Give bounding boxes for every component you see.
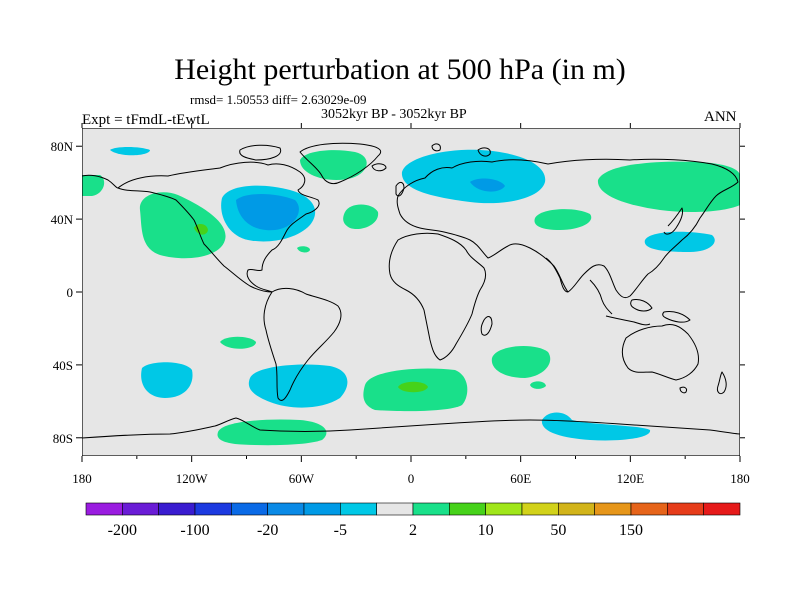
coast-southeast-asia [589,279,613,315]
anomaly-pacific-small-blue [110,147,150,156]
anomaly-antarctic-peninsula-positive [217,419,327,446]
anomaly-na-west-core [194,224,208,235]
anomaly-na-west-positive [139,192,226,259]
colorbar-swatch [449,502,486,516]
colorbar-label: 10 [478,522,494,539]
coast-japan [663,207,683,235]
map-axes [76,123,745,462]
anomaly-na-east-core [236,194,299,231]
lon-tick-label: 180 [72,471,92,486]
colorbar-label: -200 [108,522,137,539]
anomaly-north-atlantic-positive [300,150,367,180]
coast-new-guinea [662,311,691,323]
colorbar-swatch [267,502,305,516]
colorbar [85,502,741,516]
anomaly-ne-asia-positive [597,161,740,213]
colorbar-swatch [85,502,123,516]
coast-eurasia [396,158,739,299]
coast-greenland [299,142,382,185]
coast-india [545,257,569,293]
coast-north-america [117,161,320,293]
coast-madagascar [480,316,493,336]
coast-africa [388,232,487,361]
coast-antarctica [82,417,740,439]
colorbar-swatch [594,502,632,516]
colorbar-swatch [122,502,159,516]
anomaly-south-america-negative [248,364,348,408]
colorbar-swatch [158,502,196,516]
experiment-label: Expt = tFmdL-tEwtL [82,112,210,128]
anomaly-central-asia-positive [534,209,592,230]
colorbar-swatch [303,502,341,516]
anomaly-scandinavia-negative [401,149,546,204]
colorbar-swatch [376,502,414,516]
colorbar-swatch [485,502,523,516]
season-label: ANN [704,109,737,125]
coast-alaska-west [82,174,119,189]
colorbar-label: -5 [334,522,347,539]
anomaly-antarctic-indian-negative [541,412,651,441]
coast-novaya-zemlya [477,147,491,157]
colorbar-label: 2 [409,522,417,539]
coast-new-zealand [717,371,727,395]
lat-tick-label: 0 [67,285,74,300]
period-label: 3052kyr BP - 3052kyr BP [321,107,467,122]
anomaly-caribbean-small [297,246,310,253]
coast-svalbard [431,143,441,152]
anomaly-greenland-small [82,175,105,196]
axis-labels: 180 120W 60W 0 60E 120E 180 80N 40N 0 40S 80S [51,139,750,486]
coast-iceland [371,163,387,172]
colorbar-label: 50 [550,522,566,539]
coast-british-isles [395,181,405,197]
colorbar-label: 150 [619,522,643,539]
lat-tick-label: 80N [51,139,74,154]
lon-tick-label: 180 [730,471,750,486]
anomaly-south-pacific-blue [141,362,193,398]
colorbar-swatch [231,502,268,516]
colorbar-label: -100 [180,522,209,539]
colorbar-swatch [412,502,450,516]
anomaly-indian-ocean-positive [491,346,551,378]
lon-tick-label: 60W [289,471,315,486]
colorbar-label: -20 [257,522,278,539]
colorbar-labels: -200 -100 -20 -5 2 10 50 150 [108,522,643,539]
colorbar-swatch [667,502,704,516]
anomaly-atlantic-mid-positive [343,204,379,230]
lon-tick-label: 60E [510,471,531,486]
lon-tick-label: 120W [176,471,209,486]
coast-australia [621,323,699,381]
anomaly-indian-small [530,381,546,389]
colorbar-swatch [194,502,232,516]
colorbar-swatch [703,502,741,516]
rmsd-stats: rmsd= 1.50553 diff= 2.63029e-09 [190,92,367,107]
anomaly-south-atlantic-core [398,381,428,393]
lon-tick-label: 120E [617,471,645,486]
anomaly-scandinavia-core [470,178,505,192]
colorbar-swatch [521,502,559,516]
lon-tick-label: 0 [408,471,415,486]
map-panel [82,128,740,456]
coast-south-america [263,287,342,401]
coast-indonesia-2 [630,299,653,312]
anomaly-fields [82,147,740,446]
colorbar-swatch [558,502,595,516]
coast-arctic-islands [239,144,282,161]
figure-title: Height perturbation at 500 hPa (in m) [174,53,626,86]
anomaly-south-pacific-small-green [220,336,256,349]
colorbar-swatch [630,502,668,516]
lat-tick-label: 40N [51,212,74,227]
lat-tick-label: 80S [53,431,73,446]
coast-tasmania [679,386,687,394]
lat-tick-label: 40S [53,358,73,373]
colorbar-swatch [340,502,377,516]
coast-indonesia-1 [605,315,651,326]
coastlines [82,142,740,439]
